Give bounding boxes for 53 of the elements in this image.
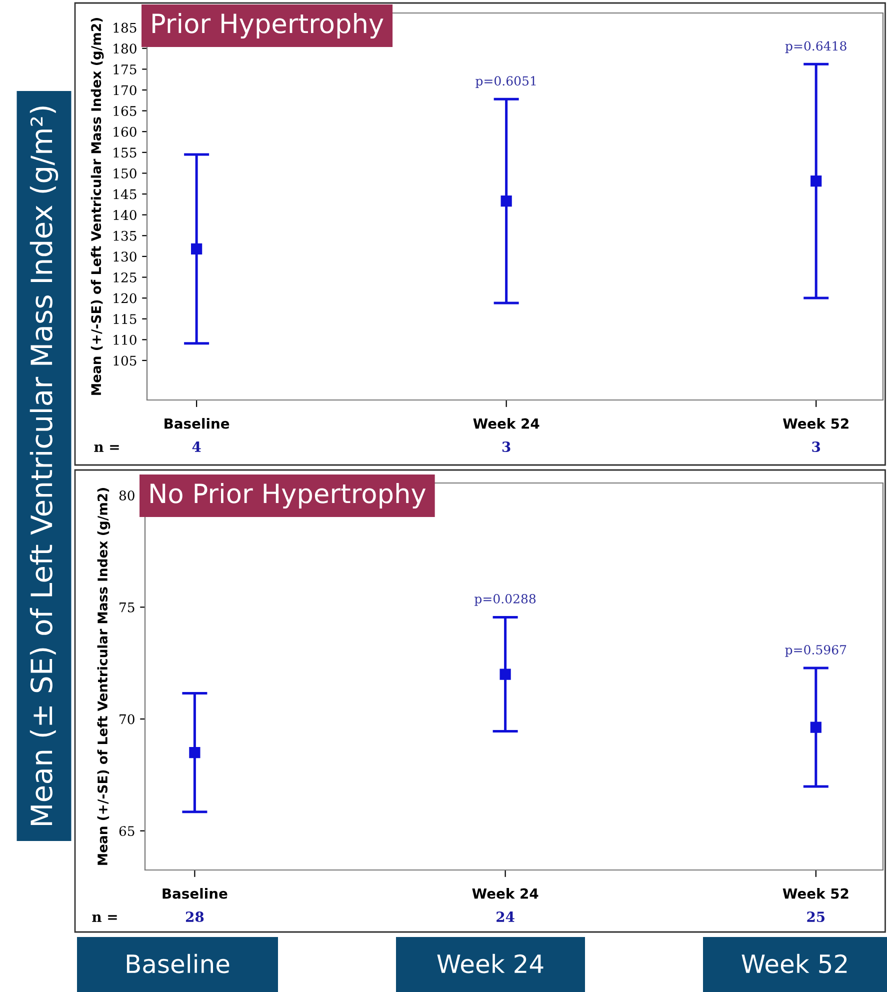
text: 24 (496, 912, 514, 922)
x-tick-label: Week 52 (782, 888, 848, 899)
y-tick-label: 140 (114, 210, 136, 220)
x-tick-label: Baseline (164, 418, 230, 429)
y-tick-label: 165 (114, 106, 136, 116)
x-tick-label: Week 24 (472, 888, 538, 899)
y-tick-label: 180 (114, 44, 136, 54)
text: 3 (502, 442, 510, 452)
y-tick-label: 125 (114, 272, 136, 282)
point (500, 668, 511, 680)
point (810, 722, 822, 733)
text: n = (94, 444, 119, 452)
point (500, 196, 512, 207)
text: Week 52 (742, 954, 847, 974)
y-tick-label: 75 (120, 602, 134, 612)
text: 28 (186, 912, 204, 922)
text: 25 (807, 912, 825, 922)
y-tick-label: 170 (114, 85, 136, 96)
text: Baseline (126, 954, 230, 974)
y-tick-label: 185 (114, 22, 136, 33)
x-tick-label: Baseline (162, 888, 228, 899)
y-tick-label: 70 (120, 714, 134, 724)
y-tick-label: 105 (114, 356, 136, 366)
text: n = (92, 914, 117, 922)
annotation: p=0.5967 (785, 645, 846, 657)
y-tick-label: 175 (114, 64, 136, 74)
y-tick-label: 120 (114, 293, 136, 304)
x-tick-label: Week 24 (473, 418, 540, 429)
y-tick-label: 160 (114, 126, 136, 137)
y-axis-title: Mean (+/-SE) of Left Ventricular Mass Index (g/m2) (97, 488, 110, 865)
y-tick-label: 65 (119, 826, 134, 836)
y-tick-label: 130 (114, 252, 136, 262)
y-axis-title: Mean (+/-SE) of Left Ventricular Mass Index (g/m2) (90, 18, 104, 395)
y-tick-label: 150 (114, 168, 136, 178)
point (810, 176, 822, 187)
y-tick-label: 155 (114, 148, 136, 158)
text: Mean (± SE) of Left Ventricular Mass Index (g/m²) (30, 106, 58, 826)
point (191, 243, 202, 254)
y-tick-label: 135 (114, 230, 136, 241)
x-tick-label: Week 52 (782, 418, 848, 429)
y-tick-label: 145 (114, 189, 136, 200)
annotation: p=0.0288 (474, 594, 536, 606)
y-tick-label: 115 (114, 314, 136, 324)
annotation: p=0.6418 (785, 41, 846, 54)
chart-title: Prior Hypertrophy (152, 13, 384, 39)
annotation: p=0.6051 (476, 76, 536, 88)
y-tick-label: 80 (119, 490, 134, 501)
text: 4 (192, 442, 201, 452)
point (189, 747, 200, 758)
text: Week 24 (437, 954, 544, 974)
text: 3 (812, 442, 820, 452)
chart-title: No Prior Hypertrophy (150, 483, 426, 509)
y-tick-label: 110 (114, 334, 136, 345)
